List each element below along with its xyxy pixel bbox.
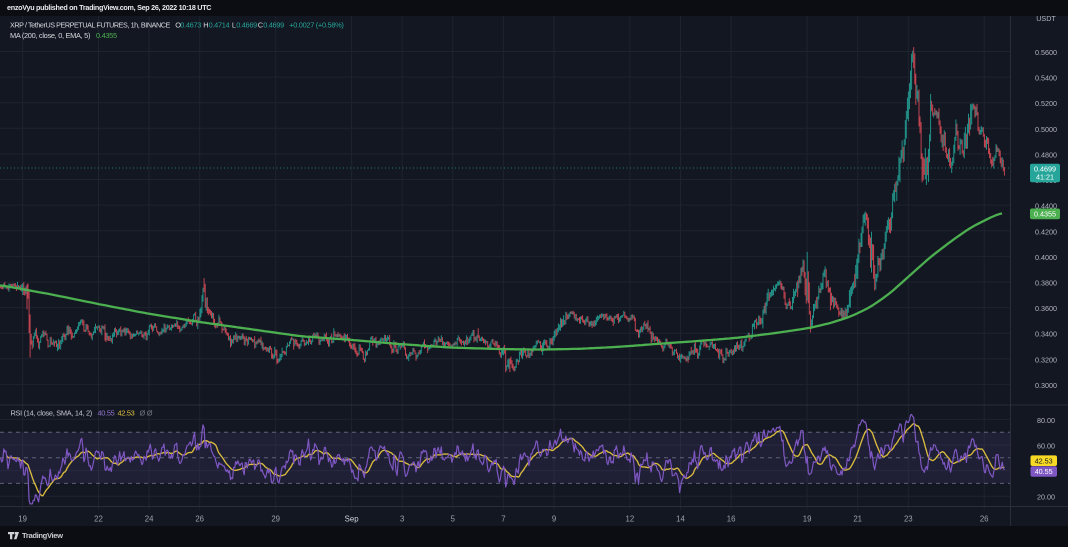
svg-text:22: 22 <box>94 514 103 523</box>
svg-text:0.4355: 0.4355 <box>96 31 117 40</box>
svg-text:40.55: 40.55 <box>98 409 115 418</box>
svg-text:Sep: Sep <box>345 514 360 523</box>
svg-text:80.00: 80.00 <box>1037 416 1055 425</box>
svg-text:O: O <box>175 21 181 30</box>
svg-text:L: L <box>232 21 236 30</box>
svg-text:0.4355: 0.4355 <box>1034 210 1056 219</box>
svg-text:0.5600: 0.5600 <box>1035 48 1057 57</box>
svg-text:19: 19 <box>18 514 27 523</box>
svg-text:0.4669: 0.4669 <box>236 21 257 30</box>
svg-text:MA (200, close, 0, EMA, 5): MA (200, close, 0, EMA, 5) <box>10 31 90 40</box>
svg-text:H: H <box>203 21 208 30</box>
svg-text:USDT: USDT <box>1036 14 1056 23</box>
svg-text:3: 3 <box>400 514 404 523</box>
svg-text:0.3400: 0.3400 <box>1035 330 1057 339</box>
svg-text:0.4200: 0.4200 <box>1035 227 1057 236</box>
svg-text:60.00: 60.00 <box>1037 442 1055 451</box>
svg-text:26: 26 <box>195 514 204 523</box>
svg-text:41:21: 41:21 <box>1036 172 1054 181</box>
svg-text:42.53: 42.53 <box>118 409 135 418</box>
svg-text:9: 9 <box>552 514 556 523</box>
svg-text:21: 21 <box>853 514 862 523</box>
svg-text:24: 24 <box>145 514 154 523</box>
svg-text:0.4699: 0.4699 <box>1034 164 1056 173</box>
svg-text:Ø Ø: Ø Ø <box>140 409 153 418</box>
svg-text:+0.0027 (+0.58%): +0.0027 (+0.58%) <box>289 21 343 30</box>
svg-text:0.4800: 0.4800 <box>1035 150 1057 159</box>
svg-text:0.5000: 0.5000 <box>1035 125 1057 134</box>
svg-text:RSI (14, close, SMA, 14, 2): RSI (14, close, SMA, 14, 2) <box>11 409 92 418</box>
svg-text:C: C <box>258 21 264 30</box>
svg-text:40.55: 40.55 <box>1035 467 1053 476</box>
svg-text:19: 19 <box>803 514 812 523</box>
svg-text:16: 16 <box>727 514 736 523</box>
svg-text:0.5200: 0.5200 <box>1035 99 1057 108</box>
svg-text:0.4673: 0.4673 <box>180 21 201 30</box>
svg-text:0.5400: 0.5400 <box>1035 74 1057 83</box>
svg-text:7: 7 <box>501 514 505 523</box>
svg-text:XRP / TetherUS PERPETUAL FUTUR: XRP / TetherUS PERPETUAL FUTURES, 1h, BI… <box>10 21 171 30</box>
svg-text:5: 5 <box>451 514 456 523</box>
svg-text:14: 14 <box>676 514 685 523</box>
svg-text:0.3000: 0.3000 <box>1035 381 1057 390</box>
svg-text:42.53: 42.53 <box>1035 456 1053 465</box>
svg-text:0.3200: 0.3200 <box>1035 355 1057 364</box>
svg-text:23: 23 <box>904 514 913 523</box>
svg-text:0.4400: 0.4400 <box>1035 202 1057 211</box>
svg-text:0.4000: 0.4000 <box>1035 253 1057 262</box>
svg-text:26: 26 <box>980 514 989 523</box>
svg-text:0.3600: 0.3600 <box>1035 304 1057 313</box>
svg-text:12: 12 <box>626 514 635 523</box>
svg-text:0.3800: 0.3800 <box>1035 279 1057 288</box>
svg-text:20.00: 20.00 <box>1037 493 1055 502</box>
svg-text:29: 29 <box>271 514 280 523</box>
svg-text:0.4699: 0.4699 <box>263 21 284 30</box>
svg-text:0.4714: 0.4714 <box>209 21 230 30</box>
